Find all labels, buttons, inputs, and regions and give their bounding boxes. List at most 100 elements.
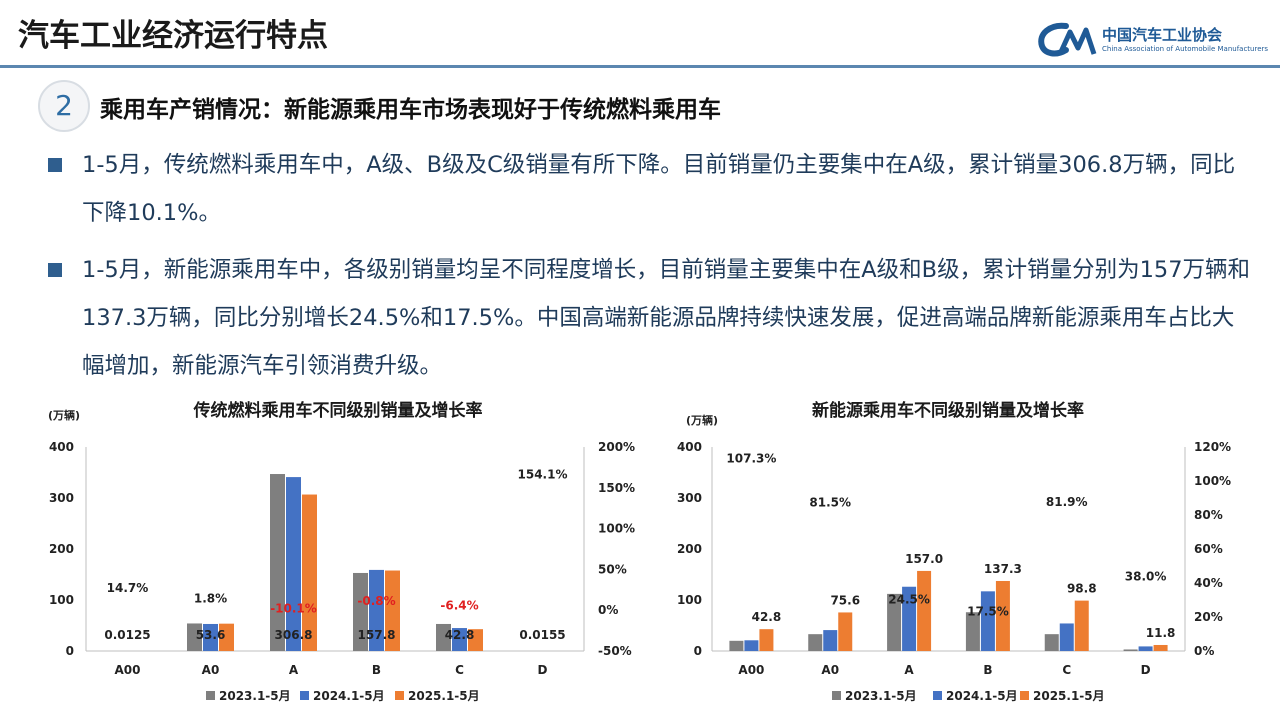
bar-C-2023.1-5月: [436, 623, 451, 651]
y2-tick-label: 40%: [1194, 576, 1223, 590]
y-tick-label: 300: [49, 491, 74, 505]
bar-C-2023.1-5月: [1044, 634, 1059, 651]
bar-C-2025.1-5月: [1074, 600, 1089, 651]
bar-A00-2024.1-5月: [744, 640, 759, 651]
legend-label: 2023.1-5月: [845, 689, 917, 703]
data-label-2025: 0.0125: [104, 628, 150, 642]
bar-C-2025.1-5月: [468, 629, 483, 651]
growth-rate-label: -6.4%: [440, 598, 478, 612]
bar-B-2023.1-5月: [965, 612, 980, 651]
x-tick-label: B: [983, 663, 992, 677]
y-axis-unit-label: (万辆): [48, 408, 80, 422]
caam-logo: 中国汽车工业协会 China Association of Automobile…: [1036, 20, 1276, 62]
bar-A-2024.1-5月: [902, 586, 917, 651]
y-tick-label: 400: [49, 440, 74, 454]
bar-D-2024.1-5月: [1138, 646, 1153, 651]
page-title: 汽车工业经济运行特点: [18, 18, 328, 54]
y2-tick-label: 60%: [1194, 542, 1223, 556]
bullet-marker-2: [48, 263, 62, 277]
y-tick-label: 200: [677, 542, 702, 556]
legend-swatch: [395, 691, 404, 700]
y2-tick-label: 0%: [598, 603, 618, 617]
x-tick-label: D: [538, 663, 548, 677]
section-title: 乘用车产销情况：新能源乘用车市场表现好于传统燃料乘用车: [100, 97, 721, 123]
growth-rate-label: 81.5%: [809, 495, 851, 509]
legend-label: 2025.1-5月: [1033, 689, 1105, 703]
data-label-2025: 75.6: [830, 593, 860, 607]
bar-A0-2025.1-5月: [219, 623, 234, 651]
x-tick-label: A: [289, 663, 299, 677]
y-tick-label: 100: [49, 593, 74, 607]
y-tick-label: 200: [49, 542, 74, 556]
growth-rate-label: 154.1%: [518, 467, 568, 481]
x-tick-label: C: [455, 663, 464, 677]
growth-rate-label: 81.9%: [1046, 495, 1088, 509]
data-label-2025: 157.0: [905, 552, 943, 566]
data-label-2025: 53.6: [196, 628, 226, 642]
growth-rate-label: 17.5%: [967, 604, 1009, 618]
header-divider: [0, 65, 1280, 68]
bar-A-2023.1-5月: [887, 593, 902, 651]
growth-rate-label: 1.8%: [194, 592, 227, 606]
y-tick-label: 0: [66, 644, 74, 658]
bar-B-2024.1-5月: [369, 569, 384, 651]
bar-A0-2023.1-5月: [187, 623, 202, 651]
growth-rate-label: 14.7%: [107, 581, 149, 595]
y2-tick-label: 0%: [1194, 644, 1214, 658]
data-label-2025: 98.8: [1067, 582, 1097, 596]
legend-label: 2025.1-5月: [408, 689, 480, 703]
growth-rate-label: -0.8%: [357, 594, 395, 608]
legend-swatch: [933, 691, 942, 700]
legend-swatch: [832, 691, 841, 700]
caam-logo-icon: [1038, 22, 1097, 57]
section-number: 2: [38, 80, 90, 132]
growth-rate-label: 38.0%: [1125, 569, 1167, 583]
logo-english-name: China Association of Automobile Manufact…: [1102, 45, 1269, 53]
bar-A0-2024.1-5月: [823, 630, 838, 651]
y2-tick-label: 150%: [598, 481, 635, 495]
data-label-2025: 306.8: [275, 628, 313, 642]
y-tick-label: 100: [677, 593, 702, 607]
x-tick-label: B: [372, 663, 381, 677]
y2-tick-label: 80%: [1194, 508, 1223, 522]
bar-A-2025.1-5月: [302, 494, 317, 651]
y2-tick-label: 100%: [1194, 474, 1231, 488]
legend-swatch: [1020, 691, 1029, 700]
bar-A-2024.1-5月: [286, 477, 301, 651]
y2-tick-label: 50%: [598, 562, 627, 576]
bar-A00-2025.1-5月: [759, 629, 774, 651]
data-label-2025: 137.3: [984, 562, 1022, 576]
x-tick-label: C: [1062, 663, 1071, 677]
legend-swatch: [206, 691, 215, 700]
data-label-2025: 42.8: [445, 628, 475, 642]
data-label-2025: 11.8: [1146, 626, 1176, 640]
logo-name: 中国汽车工业协会: [1102, 26, 1223, 44]
bar-B-2023.1-5月: [353, 572, 368, 651]
bar-B-2024.1-5月: [980, 591, 995, 651]
bar-A00-2023.1-5月: [729, 640, 744, 651]
legend-label: 2024.1-5月: [313, 689, 385, 703]
y2-tick-label: 200%: [598, 440, 635, 454]
data-label-2025: 42.8: [752, 610, 782, 624]
y2-tick-label: 100%: [598, 522, 635, 536]
bar-A0-2024.1-5月: [203, 623, 218, 651]
data-label-2025: 0.0155: [519, 628, 565, 642]
bar-A-2023.1-5月: [270, 474, 285, 651]
bar-A-2025.1-5月: [917, 570, 932, 651]
y2-tick-label: 120%: [1194, 440, 1231, 454]
growth-rate-label: 107.3%: [726, 452, 776, 466]
bar-A0-2023.1-5月: [808, 634, 823, 651]
x-tick-label: D: [1141, 663, 1151, 677]
y-axis-unit-label: (万辆): [686, 413, 718, 427]
x-tick-label: A00: [738, 663, 764, 677]
bullet-text-2: 1-5月，新能源乘用车中，各级别销量均呈不同程度增长，目前销量主要集中在A级和B…: [82, 257, 1251, 379]
bar-B-2025.1-5月: [385, 570, 400, 651]
bar-B-2025.1-5月: [995, 580, 1010, 651]
bullet-marker-1: [48, 158, 62, 172]
bar-C-2024.1-5月: [1059, 623, 1074, 651]
data-label-2025: 157.8: [358, 628, 396, 642]
bar-C-2024.1-5月: [452, 628, 467, 651]
x-tick-label: A0: [821, 663, 839, 677]
y2-tick-label: -50%: [598, 644, 632, 658]
